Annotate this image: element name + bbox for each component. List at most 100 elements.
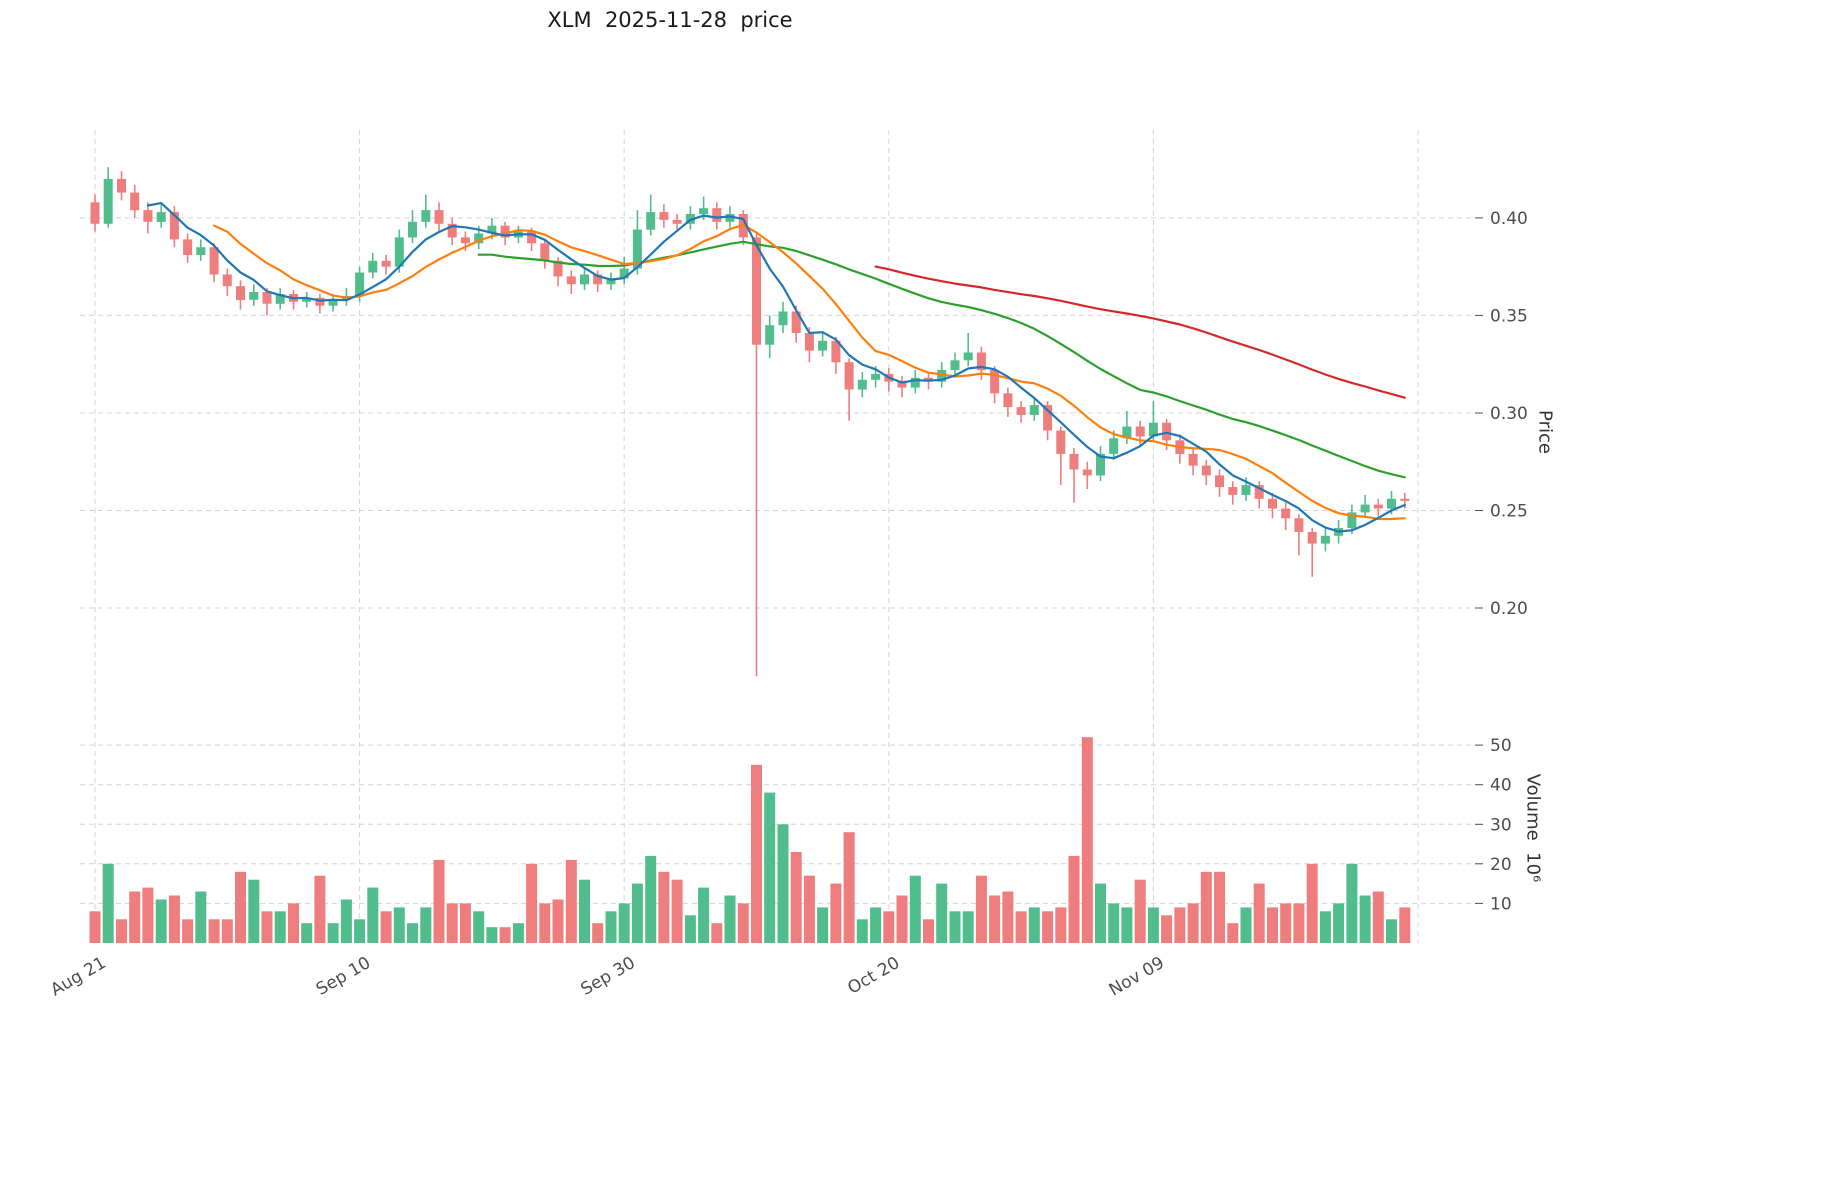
candle-body (791, 311, 801, 333)
candle-body (328, 299, 338, 306)
volume-bar (711, 923, 723, 943)
candle-body (540, 243, 550, 261)
candle-body (1281, 508, 1291, 519)
ma-line-MA60 (874, 265, 1406, 399)
volume-bar (512, 923, 524, 943)
volume-bar (208, 919, 220, 944)
price-tick-label: 0.25 (1490, 502, 1528, 522)
candle-body (1400, 498, 1410, 501)
volume-bar (989, 895, 1001, 943)
candle-body (752, 237, 761, 345)
volume-bar (235, 871, 246, 944)
volume-bar (565, 859, 577, 943)
candle-body (1082, 469, 1092, 476)
volume-bar (1042, 911, 1054, 943)
volume-bar (631, 883, 643, 943)
price-axis-ticks: 0.40 0.35 0.30 0.25 0.20 (1475, 209, 1528, 619)
candle-body (1254, 485, 1264, 499)
volume-bar (274, 911, 286, 943)
candle-body (871, 373, 881, 380)
candle-body (103, 178, 113, 224)
candle-body (1109, 438, 1119, 454)
volume-bar (751, 764, 762, 943)
volume-bar (1002, 891, 1014, 943)
volume-bar (354, 919, 366, 944)
volume-bar (380, 911, 392, 943)
volume-bar (1399, 907, 1411, 943)
volume-bar (1121, 907, 1133, 943)
candle-body (209, 247, 219, 275)
volume-bar (618, 903, 630, 943)
candle-body (1294, 518, 1304, 532)
volume-bar (830, 883, 842, 943)
volume-tick-label: 10 (1490, 894, 1512, 914)
candle-body (566, 276, 576, 285)
candle-body (315, 297, 325, 306)
candle-body (434, 210, 444, 224)
volume-bar (1015, 911, 1027, 943)
volume-bar (909, 875, 921, 943)
candle-body (196, 247, 206, 255)
volume-bar (671, 879, 683, 943)
volume-bar (393, 907, 405, 943)
candle-body (910, 377, 920, 388)
candle-body (1228, 487, 1238, 495)
price-tick-label: 0.20 (1490, 599, 1528, 619)
chart-title: XLM 2025-11-28 price (547, 8, 793, 32)
volume-bar (592, 923, 604, 943)
volume-bar (248, 879, 260, 943)
volume-bar (367, 887, 379, 943)
volume-bar (949, 911, 961, 943)
candle-body (553, 260, 563, 277)
candle-body (1043, 405, 1053, 431)
candle-body (1347, 512, 1357, 528)
volume-bar (1293, 903, 1305, 943)
gridlines (80, 130, 1475, 943)
volume-bar (301, 923, 313, 943)
candle-body (646, 212, 656, 230)
candle-body (460, 237, 470, 244)
candle-body (117, 178, 126, 193)
candle-body (1320, 535, 1330, 544)
volume-bar (473, 911, 485, 943)
candle-body (169, 212, 179, 240)
volume-bar (764, 792, 776, 943)
volume-bar (1147, 907, 1159, 943)
volume-bar (1333, 903, 1345, 943)
candle-body (632, 229, 642, 269)
volume-tick-label: 20 (1490, 855, 1512, 875)
candle-body (1387, 498, 1396, 509)
volume-axis-ticks: 10 20 30 40 50 (1475, 736, 1512, 914)
volume-bar (327, 923, 339, 943)
candle-body (381, 260, 391, 267)
candle-body (1162, 422, 1172, 441)
candle-body (976, 352, 986, 371)
volume-bar (1372, 891, 1384, 943)
volume-bar (261, 911, 273, 943)
volume-bar (195, 891, 207, 943)
volume-bar (1227, 923, 1239, 943)
ma-line-MA10 (213, 223, 1406, 521)
volume-bar (843, 832, 855, 943)
volume-bar (1280, 903, 1292, 943)
volume-tick-label: 30 (1490, 815, 1512, 835)
candle-body (1069, 453, 1079, 470)
candle-body (580, 274, 589, 285)
volume-bar (340, 899, 352, 943)
volume-bar (883, 911, 895, 943)
volume-bar (1134, 879, 1146, 943)
volume-bar (579, 879, 590, 943)
volume-bar (790, 852, 802, 943)
volume-bar (1240, 907, 1252, 943)
candle-body (408, 221, 417, 238)
x-tick-label: Sep 10 (313, 953, 374, 1000)
x-tick-label: Oct 20 (844, 953, 903, 999)
candle-body (262, 292, 272, 304)
candle-body (1148, 422, 1158, 437)
candle-body (937, 370, 947, 382)
candle-body (500, 225, 510, 238)
volume-bar (1161, 915, 1173, 943)
candle-body (712, 208, 722, 222)
candle-body (487, 225, 497, 234)
volume-bar (552, 899, 564, 943)
